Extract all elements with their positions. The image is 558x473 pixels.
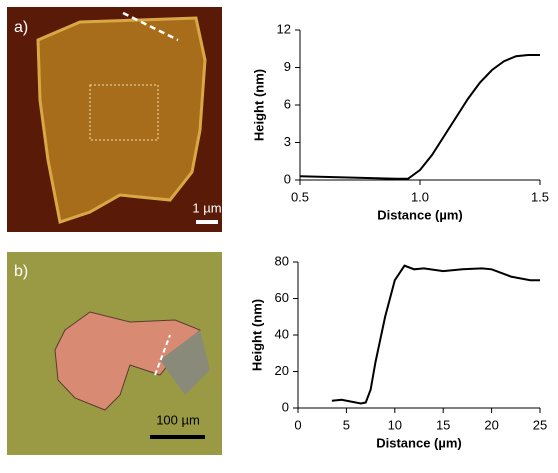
x-tick-label: 20 [484, 417, 498, 432]
y-tick-label: 0 [282, 399, 289, 414]
panel-label: b) [14, 263, 28, 280]
x-tick-label: 25 [533, 417, 547, 432]
x-axis-title: Distance (µm) [376, 435, 462, 450]
figure: a) 1 µm b) 100 µm 0 3 6 9 12 0.5 1.0 1.5 Distanc… [0, 0, 558, 468]
y-axis-title: Height (nm) [249, 299, 264, 371]
x-tick-label: 15 [436, 417, 450, 432]
scale-label: 100 µm [156, 412, 200, 427]
x-tick-label: 1.0 [411, 189, 429, 204]
y-tick-label: 9 [284, 59, 291, 74]
scale-label: 1 µm [192, 200, 221, 215]
x-tick-label: 10 [388, 417, 402, 432]
y-tick-label: 20 [275, 363, 289, 378]
x-axis-title: Distance (µm) [377, 207, 463, 222]
x-tick-label: 0 [294, 417, 301, 432]
y-axis-title: Height (nm) [251, 69, 266, 141]
y-tick-label: 60 [275, 290, 289, 305]
data-line [300, 55, 540, 179]
y-tick-label: 12 [277, 21, 291, 36]
y-tick-label: 40 [275, 326, 289, 341]
y-tick-label: 6 [284, 96, 291, 111]
panel-label: a) [14, 19, 28, 36]
x-tick-label: 1.5 [531, 189, 549, 204]
x-tick-label: 0.5 [291, 189, 309, 204]
page: a) 1 µm b) 100 µm 0 3 6 9 12 0.5 1.0 1.5 Distanc… [0, 0, 558, 473]
x-tick-label: 5 [343, 417, 350, 432]
y-tick-label: 80 [275, 253, 289, 268]
data-line [332, 266, 540, 404]
y-tick-label: 0 [284, 171, 291, 186]
y-tick-label: 3 [284, 134, 291, 149]
